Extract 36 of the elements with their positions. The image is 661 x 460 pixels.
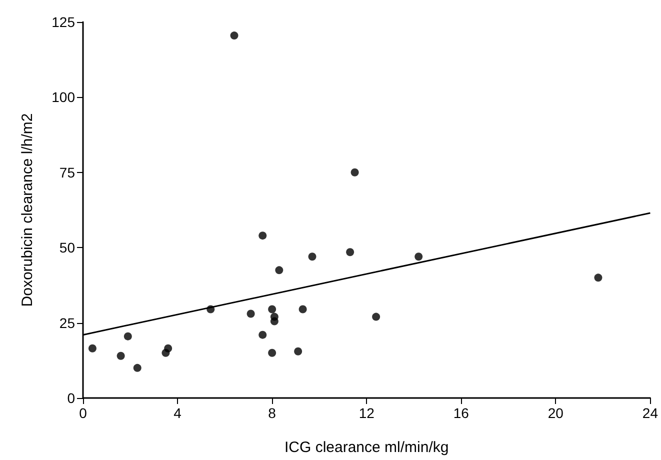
x-tick-label: 24 bbox=[642, 405, 658, 421]
point bbox=[270, 317, 278, 326]
y-tick-label: 125 bbox=[52, 14, 76, 30]
point bbox=[414, 252, 423, 261]
point bbox=[298, 305, 307, 314]
point bbox=[116, 352, 125, 360]
point bbox=[258, 232, 267, 240]
point bbox=[246, 310, 255, 318]
point bbox=[268, 348, 276, 357]
x-tick-label: 8 bbox=[268, 405, 276, 421]
point bbox=[124, 332, 132, 340]
point bbox=[164, 344, 172, 352]
y-tick-label: 100 bbox=[52, 89, 76, 106]
point bbox=[268, 305, 276, 314]
point bbox=[294, 347, 302, 356]
point bbox=[88, 344, 96, 352]
point bbox=[350, 168, 359, 176]
y-axis-title: Doxorubicin clearance l/h/m2 bbox=[19, 113, 36, 307]
x-tick-label: 12 bbox=[358, 405, 375, 421]
point bbox=[258, 330, 267, 339]
point bbox=[372, 312, 380, 321]
point bbox=[133, 364, 142, 372]
point bbox=[594, 274, 602, 282]
point bbox=[308, 252, 316, 261]
y-tick-label: 0 bbox=[67, 390, 76, 406]
y-tick-label: 75 bbox=[59, 164, 76, 180]
x-axis-title: ICG clearance ml/min/kg bbox=[284, 439, 449, 456]
point bbox=[230, 32, 238, 40]
x-tick-label: 0 bbox=[79, 405, 88, 421]
x-tick-label: 20 bbox=[548, 405, 564, 421]
x-tick-label: 16 bbox=[453, 405, 470, 421]
y-tick-label: 25 bbox=[59, 314, 76, 331]
y-tick-label: 50 bbox=[59, 240, 76, 256]
point bbox=[275, 266, 284, 274]
x-tick-label: 4 bbox=[174, 405, 182, 421]
point bbox=[346, 248, 354, 256]
